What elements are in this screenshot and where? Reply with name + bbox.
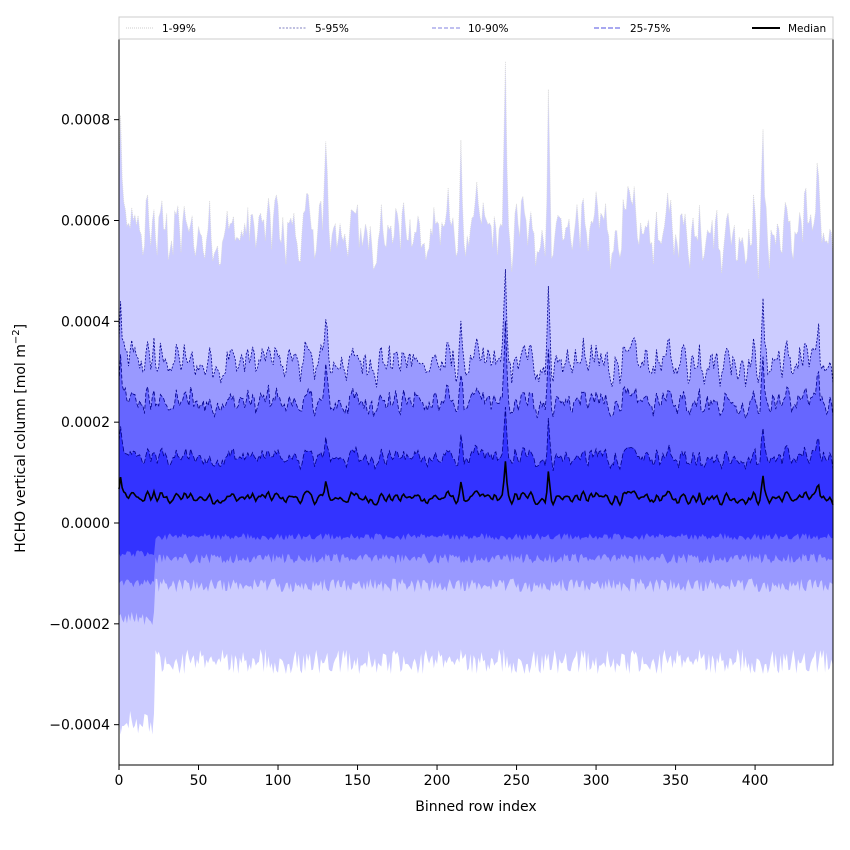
y-tick-label: 0.0002: [61, 415, 110, 431]
legend-label: 1-99%: [162, 23, 196, 35]
x-axis: 0 50 100 150 200 250 300 350 400: [115, 765, 769, 789]
y-tick-label: 0.0000: [61, 516, 110, 532]
x-tick-label: 200: [424, 773, 451, 789]
y-axis: −0.0004 −0.0002 0.0000 0.0002 0.0004 0.0006 0.…: [49, 113, 119, 734]
y-tick-label: 0.0004: [61, 314, 110, 330]
x-tick-label: 150: [344, 773, 371, 789]
legend-box: [118, 16, 834, 40]
legend-label: 10-90%: [468, 23, 509, 35]
band-25-75%: [119, 407, 833, 557]
y-tick-label: 0.0006: [61, 214, 110, 230]
upper-line-10-90%: [118, 320, 834, 420]
percentile-bands: [119, 61, 833, 735]
x-tick-label: 350: [662, 773, 689, 789]
x-tick-label: 400: [742, 773, 769, 789]
legend-label: Median: [788, 23, 826, 35]
legend-label: 25-75%: [630, 23, 671, 35]
x-tick-label: 300: [583, 773, 610, 789]
upper-line-25-75%: [118, 407, 834, 472]
x-tick-label: 0: [115, 773, 124, 789]
y-axis-label: HCHO vertical column [mol m−2]: [11, 324, 29, 553]
y-axis-label-main: HCHO vertical column [mol m: [13, 344, 29, 553]
legend-label: 5-95%: [315, 23, 349, 35]
x-axis-label: Binned row index: [415, 799, 536, 815]
legend: 1-99% 5-95% 10-90% 25-75% Median: [118, 16, 834, 40]
upper-line-5-95%: [118, 269, 834, 388]
y-tick-label: −0.0004: [49, 718, 110, 734]
x-tick-label: 50: [190, 773, 208, 789]
x-tick-label: 250: [503, 773, 530, 789]
y-tick-label: −0.0002: [49, 617, 110, 633]
y-axis-label-end: ]: [13, 324, 29, 329]
y-axis-label-superscript: −2: [11, 329, 22, 344]
median-line: [118, 461, 834, 507]
percentile-lines: [118, 61, 834, 507]
y-tick-label: 0.0008: [61, 113, 110, 129]
x-tick-label: 100: [265, 773, 292, 789]
upper-line-1-99%: [118, 61, 834, 279]
